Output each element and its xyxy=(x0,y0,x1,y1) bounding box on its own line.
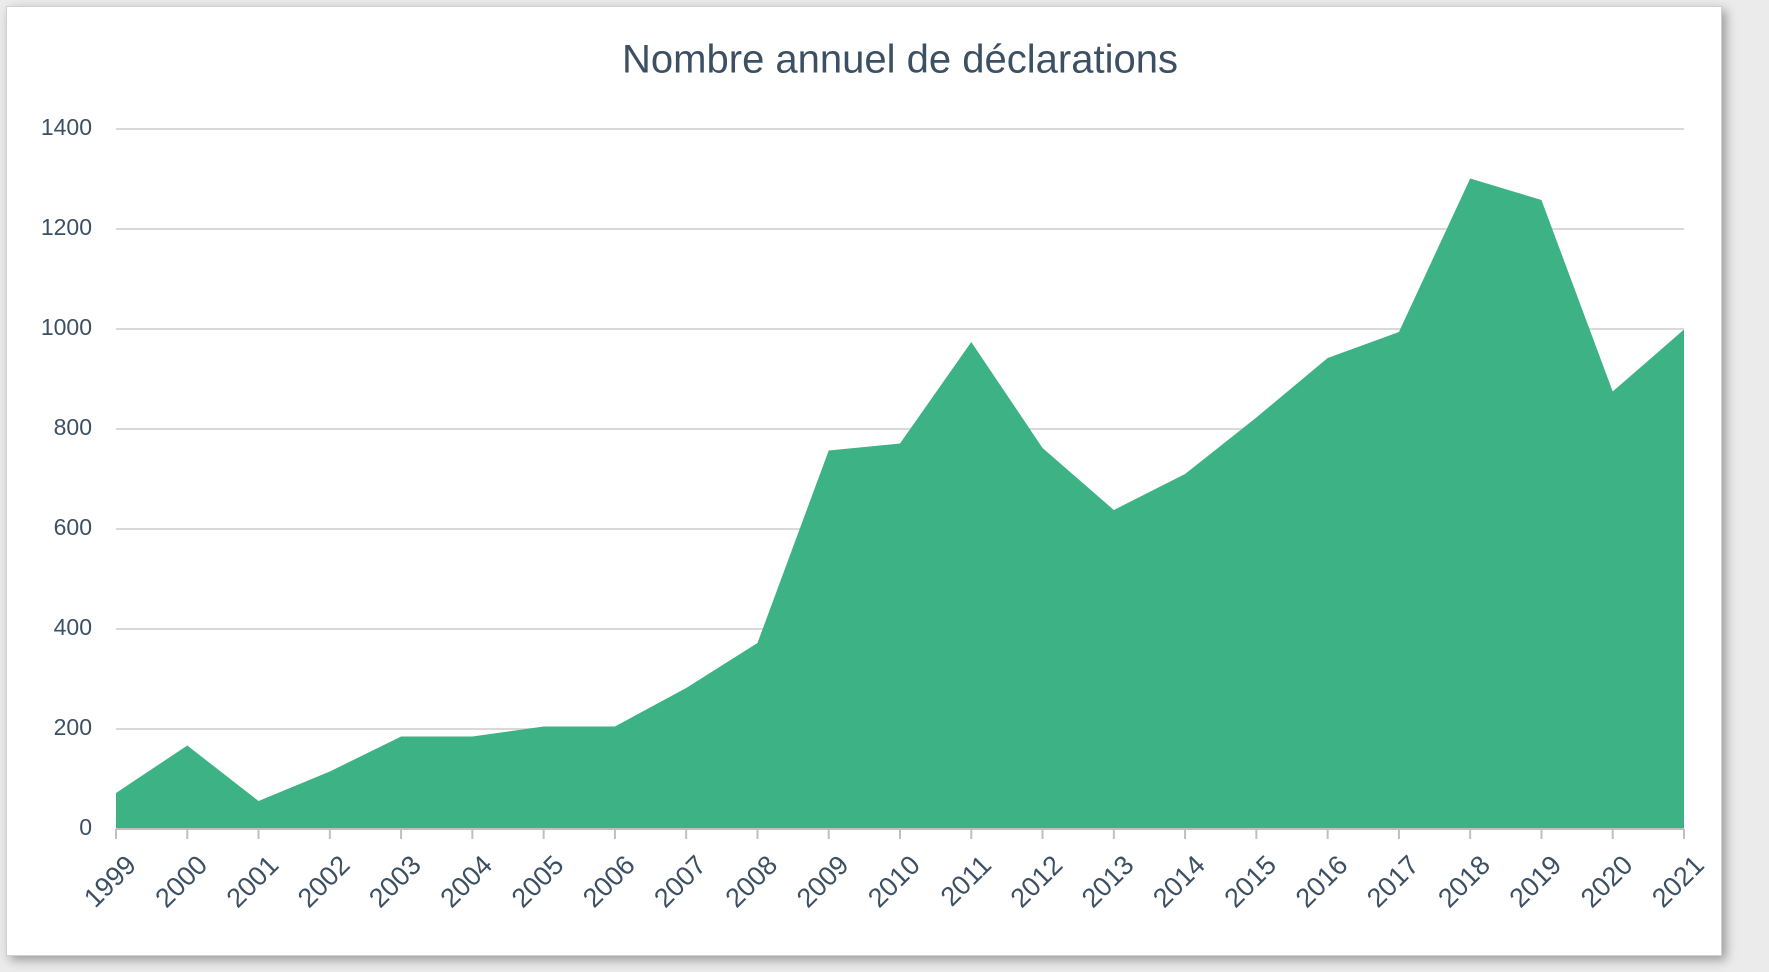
x-tick-label: 2009 xyxy=(791,850,855,914)
x-tick-label: 2021 xyxy=(1646,850,1710,914)
x-tick-label: 2015 xyxy=(1218,850,1282,914)
x-tick-label: 2002 xyxy=(292,850,356,914)
y-tick-label: 1400 xyxy=(41,114,92,140)
x-tick-label: 2005 xyxy=(506,850,570,914)
x-tick-label: 2007 xyxy=(648,850,712,914)
x-tick-label: 2019 xyxy=(1504,850,1568,914)
x-tick-label: 2004 xyxy=(434,850,498,914)
x-tick-label: 2011 xyxy=(935,850,997,912)
y-tick-label: 0 xyxy=(79,814,92,840)
x-tick-label: 2013 xyxy=(1076,850,1140,914)
x-tick-label: 2008 xyxy=(720,850,784,914)
x-tick-label: 2018 xyxy=(1432,850,1496,914)
x-tick-label: 2012 xyxy=(1005,850,1069,914)
y-tick-label: 1200 xyxy=(41,214,92,240)
chart-title: Nombre annuel de déclarations xyxy=(622,38,1178,82)
x-tick-label: 2016 xyxy=(1290,850,1354,914)
x-tick-label: 2010 xyxy=(862,850,926,914)
y-tick-label: 1000 xyxy=(41,314,92,340)
x-tick-label: 2006 xyxy=(577,850,641,914)
x-tick-label: 2017 xyxy=(1361,850,1425,914)
x-tick-label: 2003 xyxy=(363,850,427,914)
area xyxy=(116,178,1684,829)
x-tick-label: 1999 xyxy=(78,850,142,914)
x-tick-label: 2014 xyxy=(1147,850,1211,914)
y-tick-label: 600 xyxy=(54,514,92,540)
y-tick-label: 800 xyxy=(54,414,92,440)
y-tick-label: 400 xyxy=(54,614,92,640)
y-tick-label: 200 xyxy=(54,714,92,740)
x-tick-label: 2020 xyxy=(1575,850,1639,914)
x-tick-label: 2000 xyxy=(149,850,213,914)
x-tick-label: 2001 xyxy=(221,850,285,914)
